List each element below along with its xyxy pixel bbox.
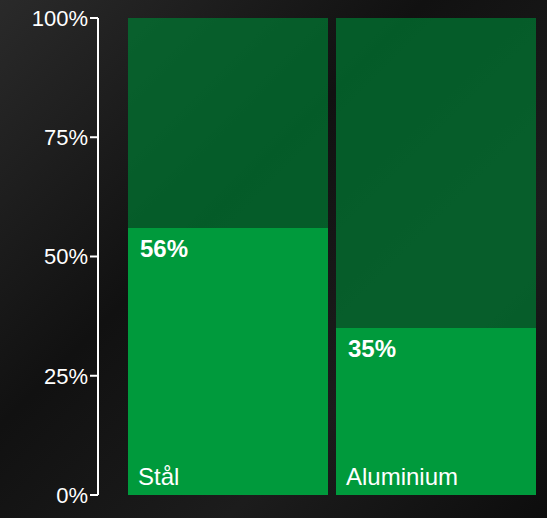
svg-text:Aluminium: Aluminium: [346, 463, 458, 490]
svg-text:56%: 56%: [140, 235, 188, 262]
svg-text:75%: 75%: [44, 125, 88, 150]
svg-text:100%: 100%: [32, 6, 88, 31]
svg-text:Stål: Stål: [138, 463, 179, 490]
svg-text:50%: 50%: [44, 244, 88, 269]
svg-text:0%: 0%: [56, 483, 88, 508]
svg-text:25%: 25%: [44, 364, 88, 389]
svg-text:35%: 35%: [348, 335, 396, 362]
